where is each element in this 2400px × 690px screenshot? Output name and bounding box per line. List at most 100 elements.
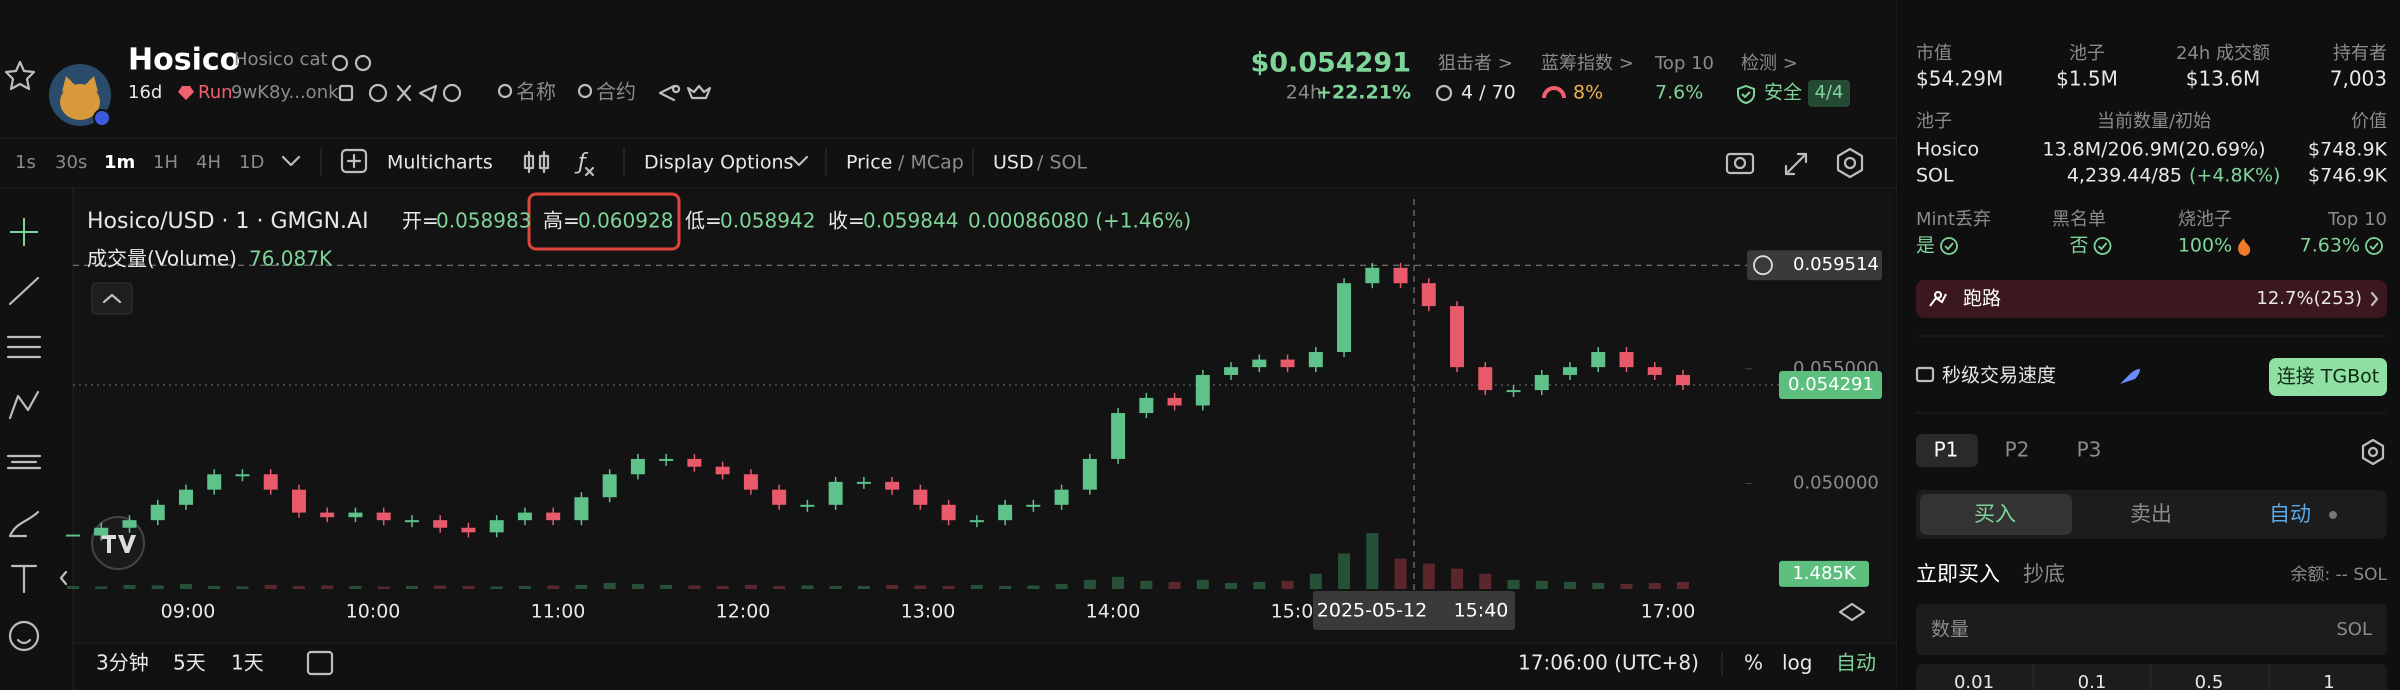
tab-active[interactable] — [1920, 494, 2072, 535]
candle — [913, 489, 928, 505]
icon[interactable] — [331, 54, 349, 72]
quick-amount[interactable]: 0.1 — [2078, 672, 2107, 690]
volume-bar — [292, 585, 305, 589]
add-alert-icon[interactable] — [1753, 255, 1773, 276]
collapse-button[interactable] — [91, 282, 133, 315]
text-tool[interactable] — [10, 564, 38, 594]
projection-tool[interactable] — [6, 454, 42, 470]
interval[interactable]: 1s — [15, 152, 36, 173]
calendar-icon[interactable] — [306, 650, 334, 676]
crosshair-date: 2025-05-12 — [1317, 600, 1427, 622]
address[interactable]: 9wK8y...onk — [231, 82, 339, 103]
emoji-tool[interactable] — [8, 620, 40, 652]
dip[interactable]: 抄底 — [2023, 562, 2065, 586]
pool-header: 池子 — [1916, 111, 1952, 132]
quick-amount[interactable]: 1 — [2323, 672, 2334, 690]
crosshair-tool[interactable] — [10, 218, 38, 246]
avatar-cat — [60, 84, 100, 120]
plot — [66, 199, 1779, 591]
range[interactable]: 3分钟 — [96, 651, 149, 675]
tab[interactable]: 买入 — [1974, 502, 2016, 526]
candle-icon[interactable] — [523, 150, 550, 174]
price-toggle[interactable]: Price — [846, 152, 892, 174]
settings-icon[interactable] — [2361, 438, 2385, 466]
preset[interactable]: P1 — [1934, 438, 1959, 462]
log-toggle[interactable]: log — [1782, 651, 1813, 675]
star-icon[interactable] — [4, 60, 36, 91]
range[interactable]: 1天 — [231, 651, 264, 675]
fib-tool[interactable] — [6, 335, 42, 359]
interval[interactable]: 1m — [104, 152, 135, 173]
display-options[interactable]: Display Options — [644, 152, 793, 174]
tgbot-button[interactable] — [2269, 358, 2387, 396]
web-icon[interactable] — [368, 83, 388, 103]
quick-amount[interactable]: 0.5 — [2195, 672, 2224, 690]
x-icon[interactable] — [396, 84, 412, 102]
candle — [969, 520, 984, 523]
quick-amount[interactable]: 0.01 — [1954, 672, 1994, 690]
amount-label: 数量 — [1931, 619, 1969, 641]
time-settings-icon[interactable] — [1838, 602, 1866, 622]
security-label: Top 10 — [2327, 209, 2387, 230]
chevron[interactable] — [281, 155, 301, 167]
stat-label[interactable]: 狙击者 > — [1438, 53, 1513, 74]
preset-active[interactable] — [1916, 434, 1978, 467]
range[interactable]: 5天 — [173, 651, 206, 675]
stat-label[interactable]: Top 10 — [1654, 53, 1714, 74]
search-icon[interactable] — [577, 83, 593, 99]
stat-label[interactable]: 蓝筹指数 > — [1541, 53, 1634, 74]
line-tool[interactable] — [8, 276, 40, 306]
volume-value: 76.087K — [249, 247, 333, 271]
tab[interactable]: 自动 — [2269, 502, 2311, 526]
auto-toggle[interactable]: 自动 — [1836, 651, 1876, 675]
expand-icon[interactable] — [1784, 152, 1808, 176]
preset[interactable]: P2 — [2005, 438, 2030, 462]
buy-now[interactable]: 立即买入 — [1916, 562, 2000, 586]
interval[interactable]: 4H — [196, 152, 221, 173]
volume-label: 成交量(Volume) — [87, 247, 237, 271]
collapse-arrow[interactable] — [59, 570, 68, 586]
interval[interactable]: 30s — [55, 152, 87, 173]
x-tick-label: 17:00 — [1641, 601, 1696, 623]
chevron[interactable] — [789, 155, 809, 167]
amount-input[interactable] — [1916, 604, 2387, 655]
stat-badge: 4/4 — [1815, 82, 1844, 103]
volume-bar — [1083, 579, 1096, 589]
candle — [235, 474, 250, 477]
search-name[interactable]: 名称 — [516, 80, 556, 104]
settings-icon[interactable] — [1836, 147, 1864, 179]
candle — [1139, 397, 1154, 414]
add-icon[interactable] — [340, 148, 368, 174]
copy-icon[interactable] — [338, 84, 354, 102]
interval[interactable]: 1D — [239, 152, 264, 173]
interval[interactable]: 1H — [153, 152, 178, 173]
tab[interactable]: 卖出 — [2130, 502, 2172, 526]
candle — [1054, 489, 1069, 505]
volume-bar — [1225, 582, 1238, 589]
tg-icon[interactable] — [418, 84, 438, 103]
volume-bar — [1677, 581, 1689, 589]
share-icon[interactable] — [658, 84, 681, 102]
percent-toggle[interactable]: % — [1744, 651, 1763, 675]
ohlc-value: 0.059844 — [863, 209, 958, 233]
candle — [1167, 397, 1182, 406]
rug-bar[interactable] — [1916, 280, 2387, 318]
camera-icon[interactable] — [1725, 152, 1755, 175]
icon[interactable] — [442, 83, 462, 103]
search-icon[interactable] — [497, 83, 513, 99]
candle — [1647, 367, 1662, 375]
crown-icon[interactable] — [686, 84, 712, 100]
pattern-tool[interactable] — [8, 390, 40, 420]
mcap-toggle[interactable]: / MCap — [898, 152, 964, 174]
preset[interactable]: P3 — [2077, 438, 2102, 462]
stat-label[interactable]: 检测 > — [1741, 53, 1798, 74]
usd-toggle[interactable]: USD — [993, 152, 1034, 174]
sol-toggle[interactable]: / SOL — [1037, 152, 1087, 174]
security-value: 否 — [2069, 235, 2088, 257]
tgbot-label[interactable]: 连接 TGBot — [2277, 366, 2379, 388]
stat-value: 7.6% — [1655, 82, 1703, 104]
icon[interactable] — [354, 54, 372, 72]
search-contract[interactable]: 合约 — [596, 80, 636, 104]
brush-tool[interactable] — [8, 510, 40, 538]
multicharts[interactable]: Multicharts — [387, 152, 493, 174]
